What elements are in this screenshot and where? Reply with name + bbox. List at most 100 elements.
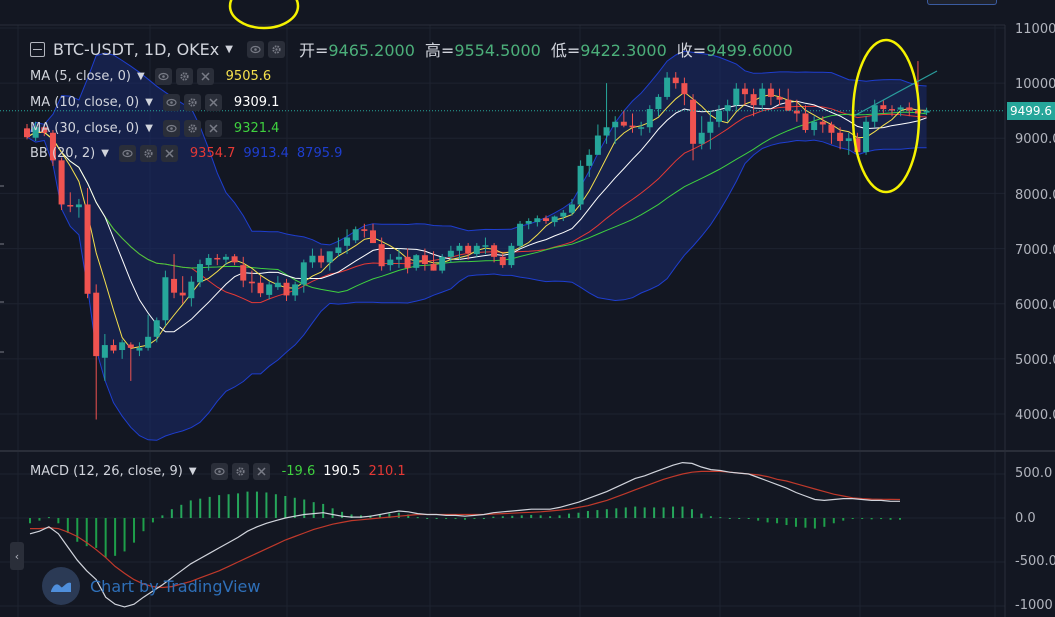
macd-hist-bar	[492, 516, 495, 518]
macd-hist-bar	[331, 508, 334, 518]
symbol-title[interactable]: BTC-USDT, 1D, OKEx	[53, 39, 220, 59]
candle-body	[906, 107, 913, 111]
candle-body	[819, 121, 826, 125]
chevron-down-icon[interactable]: ▼	[145, 122, 153, 134]
macd-signal-line	[30, 470, 901, 589]
candle-body	[871, 105, 878, 122]
macd-hist-bar	[123, 518, 126, 552]
macd-hist-bar	[690, 509, 693, 518]
gear-icon[interactable]	[231, 462, 249, 480]
gear-icon[interactable]	[139, 144, 157, 162]
tradingview-watermark[interactable]: Chart by TradingView	[42, 567, 260, 605]
candle-body	[482, 245, 489, 247]
candle-body	[58, 160, 65, 205]
eye-icon[interactable]	[162, 93, 180, 111]
macd-hist-bar	[151, 518, 154, 523]
candle-body	[41, 127, 48, 133]
close-icon[interactable]	[196, 67, 214, 85]
macd-line	[29, 461, 900, 608]
gear-icon[interactable]	[183, 119, 201, 137]
eye-icon[interactable]	[246, 40, 264, 58]
low-label: 低=	[550, 41, 581, 60]
macd-hist-bar	[747, 518, 750, 519]
indicator-label[interactable]: MA (30, close, 0)	[30, 120, 140, 136]
price-axis-tick: 11000.0	[1015, 22, 1055, 37]
collapse-legend-icon[interactable]	[30, 41, 45, 57]
chevron-down-icon[interactable]: ▼	[225, 43, 233, 55]
close-icon[interactable]	[160, 144, 178, 162]
macd-hist-bar	[85, 518, 88, 547]
macd-hist-bar	[265, 492, 268, 518]
candle-body	[603, 127, 610, 136]
candle-body	[854, 138, 861, 153]
eye-icon[interactable]	[118, 144, 136, 162]
open-label: 开=	[298, 41, 329, 60]
candle-body	[93, 292, 100, 357]
macd-hist-bar	[643, 507, 646, 518]
candle-body	[274, 282, 281, 288]
macd-hist-bar	[870, 518, 873, 520]
candle-body	[404, 256, 411, 268]
macd-hist-bar	[823, 518, 826, 527]
eye-icon[interactable]	[210, 462, 228, 480]
macd-hist-bar	[861, 518, 864, 519]
candle-body	[517, 223, 524, 246]
candle-body	[577, 165, 584, 205]
close-icon[interactable]	[204, 119, 222, 137]
candle-body	[672, 77, 679, 84]
macd-axis-tick: 500.0	[1015, 466, 1053, 481]
eye-icon[interactable]	[154, 67, 172, 85]
macd-hist-bar	[170, 509, 173, 518]
macd-hist-bar	[558, 515, 561, 518]
price-axis-tick: 4000.0	[1015, 408, 1055, 423]
gear-icon[interactable]	[183, 93, 201, 111]
candle-body	[724, 105, 731, 111]
candle-body	[863, 121, 870, 153]
indicator-label[interactable]: MA (10, close, 0)	[30, 94, 140, 110]
chevron-down-icon[interactable]: ▼	[101, 147, 109, 159]
macd-hist-bar	[312, 502, 315, 518]
macd-hist-bar	[189, 500, 192, 518]
chevron-down-icon[interactable]: ▼	[136, 70, 145, 82]
candle-body	[231, 256, 238, 263]
indicator-value: 8795.9	[296, 145, 343, 161]
collapse-panel-button[interactable]: ‹	[10, 542, 24, 570]
macd-hist-bar	[785, 518, 788, 526]
bb-lower-line	[26, 136, 927, 441]
candle-body	[897, 107, 904, 110]
macd-hist-bar	[738, 518, 741, 519]
macd-hist-bar	[473, 518, 476, 519]
candle-body	[309, 255, 316, 263]
candle-body	[638, 127, 645, 129]
price-axis-tick: 5000.0	[1015, 353, 1055, 368]
candle-body	[543, 218, 549, 221]
macd-hist-bar	[794, 518, 797, 527]
macd-label[interactable]: MACD (12, 26, close, 9)	[30, 463, 183, 479]
candle-body	[750, 94, 757, 106]
candle-body	[378, 244, 385, 267]
eye-icon[interactable]	[162, 119, 180, 137]
highlight-ellipse	[851, 38, 921, 194]
macd-hist-bar	[38, 518, 41, 521]
indicator-label[interactable]: BB (20, 2)	[30, 145, 96, 161]
close-icon[interactable]	[204, 93, 222, 111]
candle-body	[473, 245, 480, 255]
last-price-badge: 9499.6	[1007, 101, 1055, 120]
indicator-value: 9354.7	[189, 145, 236, 161]
ohlc-open: 开=9465.2000	[299, 37, 415, 61]
candle-body	[741, 88, 748, 95]
candle-body	[568, 204, 575, 213]
chevron-down-icon[interactable]: ▼	[188, 465, 197, 477]
indicator-value: 9505.6	[225, 68, 272, 84]
tradingview-logo-icon	[42, 567, 80, 605]
candle-body	[767, 88, 774, 97]
indicator-label[interactable]: MA (5, close, 0)	[30, 68, 131, 84]
gear-icon[interactable]	[175, 67, 193, 85]
chevron-down-icon[interactable]: ▼	[145, 96, 153, 108]
candle-body	[344, 237, 351, 246]
toolbar-button[interactable]	[927, 0, 997, 5]
close-icon[interactable]	[252, 462, 270, 480]
gear-icon[interactable]	[267, 40, 285, 58]
